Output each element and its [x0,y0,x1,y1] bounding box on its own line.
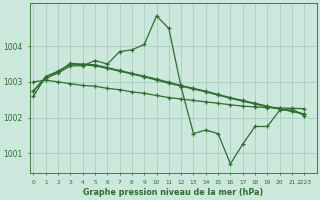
X-axis label: Graphe pression niveau de la mer (hPa): Graphe pression niveau de la mer (hPa) [83,188,263,197]
